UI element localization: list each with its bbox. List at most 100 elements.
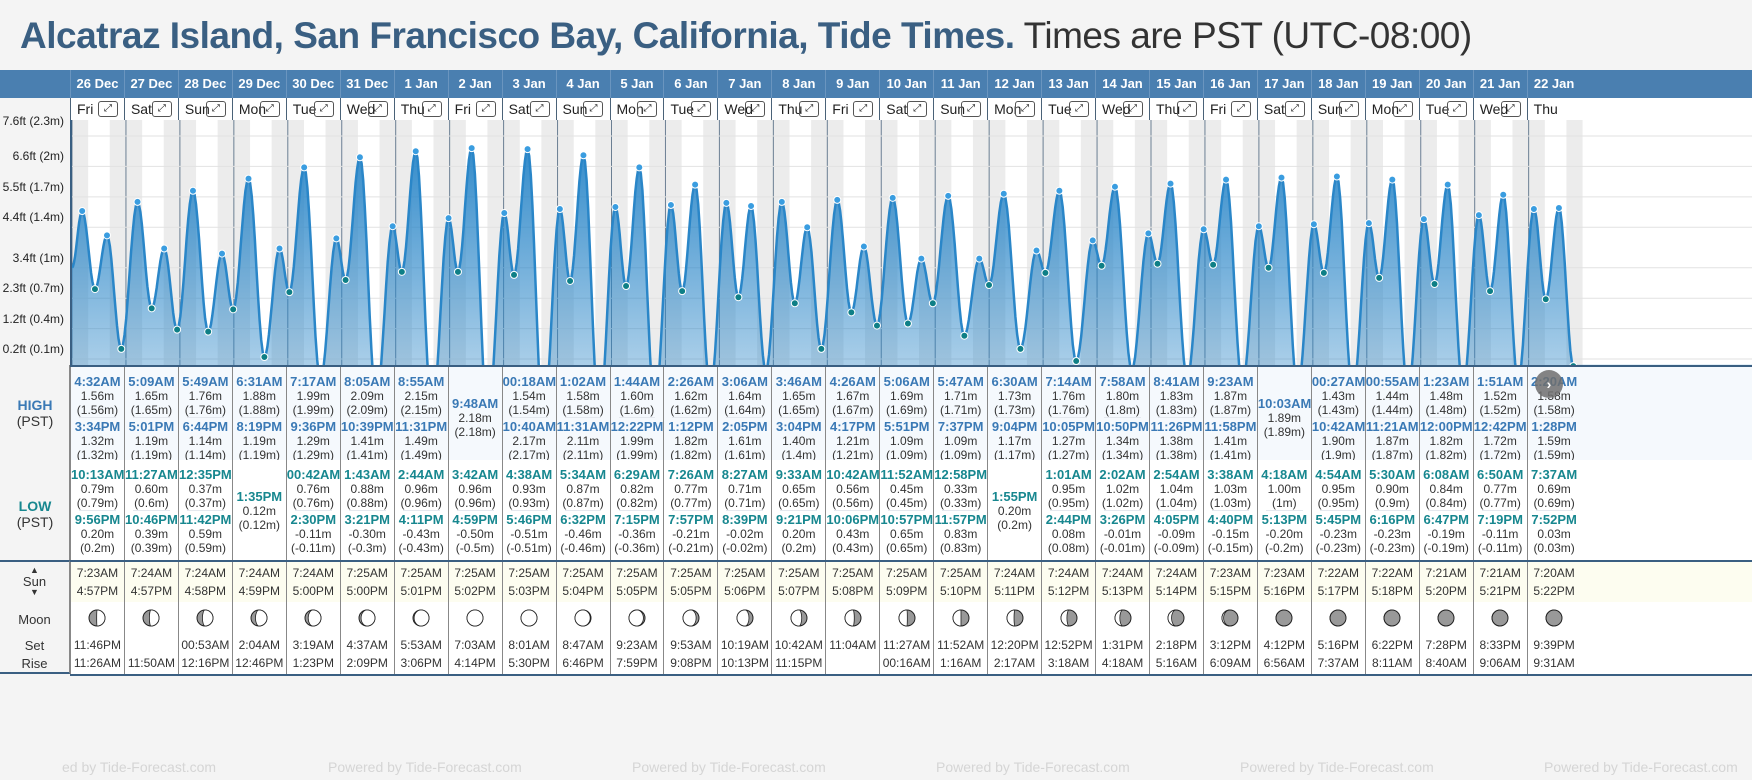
expand-day-button[interactable]: ⤢	[1392, 101, 1413, 117]
expand-day-button[interactable]: ⤢	[1446, 101, 1467, 117]
date-header[interactable]: 18 Jan	[1310, 70, 1365, 98]
high-tide-point[interactable]	[1443, 180, 1452, 189]
low-tide-point[interactable]	[817, 344, 826, 353]
low-tide-point[interactable]	[1486, 287, 1495, 296]
expand-day-button[interactable]: ⤢	[1122, 101, 1143, 117]
expand-day-button[interactable]: ⤢	[1500, 101, 1521, 117]
high-tide-point[interactable]	[747, 201, 756, 210]
low-tide-point[interactable]	[1209, 260, 1218, 269]
date-header[interactable]: 3 Jan	[501, 70, 556, 98]
low-tide-point[interactable]	[147, 304, 156, 313]
date-header[interactable]: 22 Jan	[1526, 70, 1581, 98]
high-tide-point[interactable]	[218, 249, 227, 258]
high-tide-point[interactable]	[999, 189, 1008, 198]
high-tide-point[interactable]	[523, 145, 532, 154]
expand-day-button[interactable]: ⤢	[1015, 101, 1036, 117]
high-tide-point[interactable]	[1529, 204, 1538, 213]
expand-day-button[interactable]: ⤢	[799, 101, 820, 117]
high-tide-point[interactable]	[1222, 175, 1231, 184]
date-header[interactable]: 7 Jan	[717, 70, 771, 98]
high-tide-point[interactable]	[444, 214, 453, 223]
expand-day-button[interactable]: ⤢	[691, 101, 712, 117]
high-tide-point[interactable]	[1144, 229, 1153, 238]
date-header[interactable]: 2 Jan	[447, 70, 502, 98]
high-tide-point[interactable]	[1277, 173, 1286, 182]
date-header[interactable]: 15 Jan	[1149, 70, 1203, 98]
low-tide-point[interactable]	[90, 285, 99, 294]
high-tide-point[interactable]	[355, 153, 364, 162]
date-header[interactable]: 5 Jan	[609, 70, 664, 98]
expand-day-button[interactable]: ⤢	[97, 101, 118, 117]
expand-day-button[interactable]: ⤢	[205, 101, 226, 117]
high-tide-point[interactable]	[1055, 186, 1064, 195]
high-tide-point[interactable]	[1499, 190, 1508, 199]
date-header[interactable]: 10 Jan	[879, 70, 933, 98]
high-tide-point[interactable]	[411, 147, 420, 156]
date-header[interactable]: 26 Dec	[70, 70, 124, 98]
high-tide-point[interactable]	[275, 244, 284, 253]
high-tide-point[interactable]	[1309, 220, 1318, 229]
high-tide-point[interactable]	[1166, 179, 1175, 188]
low-tide-point[interactable]	[1097, 261, 1106, 270]
expand-day-button[interactable]: ⤢	[907, 101, 928, 117]
high-tide-point[interactable]	[1032, 246, 1041, 255]
low-tide-point[interactable]	[928, 299, 937, 308]
expand-day-button[interactable]: ⤢	[1069, 101, 1090, 117]
low-tide-point[interactable]	[678, 287, 687, 296]
high-tide-point[interactable]	[944, 191, 953, 200]
high-tide-point[interactable]	[1088, 236, 1097, 245]
high-tide-point[interactable]	[803, 223, 812, 232]
low-tide-point[interactable]	[285, 288, 294, 297]
low-tide-point[interactable]	[847, 308, 856, 317]
high-tide-point[interactable]	[611, 202, 620, 211]
high-tide-point[interactable]	[1254, 222, 1263, 231]
high-tide-point[interactable]	[244, 174, 253, 183]
low-tide-point[interactable]	[1041, 268, 1050, 277]
expand-day-button[interactable]: ⤢	[583, 101, 604, 117]
high-tide-point[interactable]	[1332, 172, 1341, 181]
low-tide-point[interactable]	[790, 299, 799, 308]
high-tide-point[interactable]	[133, 197, 142, 206]
high-tide-point[interactable]	[1199, 225, 1208, 234]
low-tide-point[interactable]	[960, 331, 969, 340]
high-tide-point[interactable]	[579, 151, 588, 160]
expand-day-button[interactable]: ⤢	[961, 101, 982, 117]
date-header[interactable]: 8 Jan	[771, 70, 825, 98]
low-tide-point[interactable]	[903, 319, 912, 328]
expand-day-button[interactable]: ⤢	[367, 101, 388, 117]
low-tide-point[interactable]	[566, 276, 575, 285]
low-tide-point[interactable]	[1016, 344, 1025, 353]
low-tide-point[interactable]	[1541, 295, 1550, 304]
date-header[interactable]: 17 Jan	[1256, 70, 1311, 98]
expand-day-button[interactable]: ⤢	[1338, 101, 1359, 117]
high-tide-point[interactable]	[332, 234, 341, 243]
expand-day-button[interactable]: ⤢	[529, 101, 550, 117]
date-header[interactable]: 21 Jan	[1472, 70, 1527, 98]
date-header[interactable]: 20 Jan	[1418, 70, 1473, 98]
low-tide-point[interactable]	[260, 353, 269, 362]
date-header[interactable]: 30 Dec	[285, 70, 340, 98]
low-tide-point[interactable]	[510, 270, 519, 279]
high-tide-point[interactable]	[1419, 215, 1428, 224]
date-header[interactable]: 13 Jan	[1041, 70, 1095, 98]
high-tide-point[interactable]	[500, 209, 509, 218]
low-tide-point[interactable]	[1375, 273, 1384, 282]
high-tide-point[interactable]	[78, 207, 87, 216]
high-tide-point[interactable]	[160, 244, 169, 253]
date-header[interactable]: 4 Jan	[555, 70, 610, 98]
high-tide-point[interactable]	[467, 144, 476, 153]
low-tide-point[interactable]	[453, 267, 462, 276]
low-tide-point[interactable]	[872, 321, 881, 330]
date-header[interactable]: 6 Jan	[663, 70, 717, 98]
high-tide-point[interactable]	[722, 198, 731, 207]
high-tide-point[interactable]	[666, 200, 675, 209]
date-header[interactable]: 28 Dec	[177, 70, 232, 98]
low-tide-point[interactable]	[1072, 357, 1081, 366]
expand-day-button[interactable]: ⤢	[421, 101, 442, 117]
low-tide-point[interactable]	[985, 281, 994, 290]
low-tide-point[interactable]	[1430, 280, 1439, 289]
date-header[interactable]: 11 Jan	[933, 70, 987, 98]
expand-day-button[interactable]: ⤢	[259, 101, 280, 117]
high-tide-point[interactable]	[691, 180, 700, 189]
high-tide-point[interactable]	[859, 242, 868, 251]
